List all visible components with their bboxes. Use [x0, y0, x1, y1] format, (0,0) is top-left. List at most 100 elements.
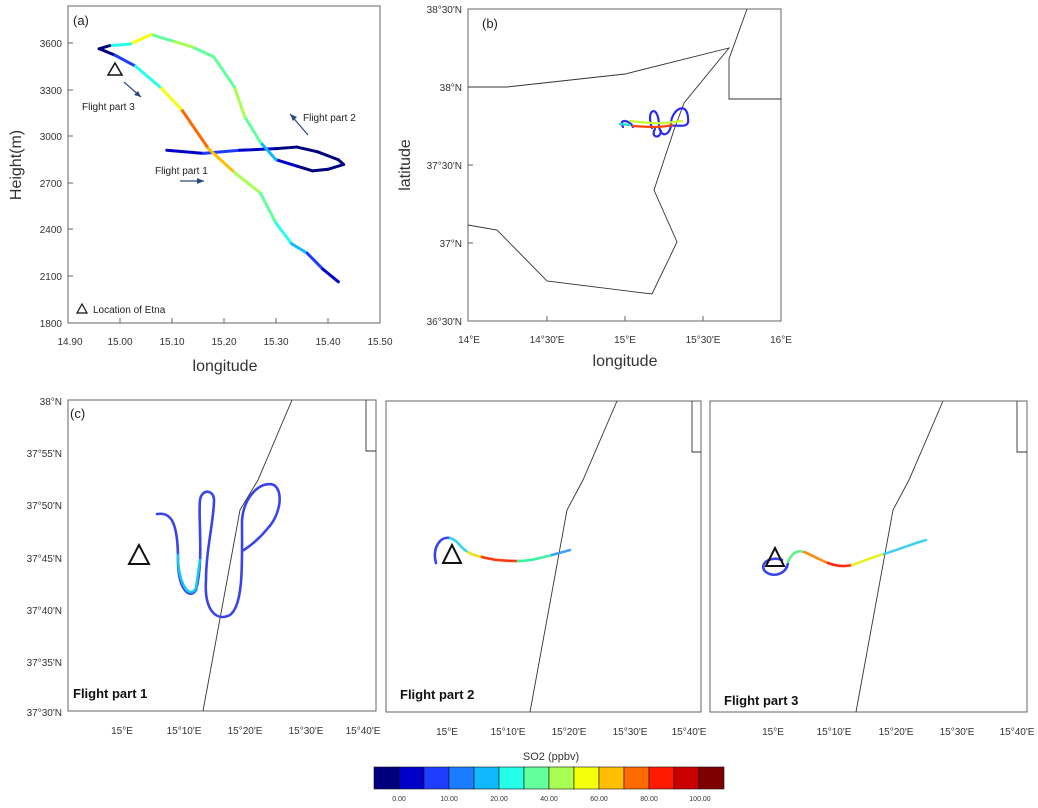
- panel-c3-title: Flight part 3: [724, 693, 798, 708]
- panel-c2-xtick-15: 15°E: [436, 727, 458, 738]
- colorbar-title: SO2 (ppbv): [523, 751, 579, 763]
- panel-a-yticks: 3600 3300 3000 2700 2400 2100 1800: [40, 39, 73, 330]
- colorbar-swatch: [473, 766, 500, 790]
- panel-a-legend-etna-label: Location of Etna: [93, 305, 166, 316]
- colorbar-swatch: [573, 766, 600, 790]
- panel-c3-track-cyan: [882, 538, 928, 556]
- panel-a-xlabel: longitude: [193, 358, 258, 375]
- panel-c-ytick-3745: 37°45'N: [27, 554, 62, 565]
- panel-b-track-part2: [631, 123, 674, 129]
- colorbar-tick-40: 40.00: [540, 796, 558, 803]
- panel-b-xtick-1530: 15°30'E: [686, 335, 721, 346]
- panel-a: (a) 3600 3300 3000 2700 2400 2100 1800 1…: [8, 5, 393, 375]
- panel-b-ytick-3830: 38°30'N: [427, 5, 462, 16]
- panel-a-track-segment: [191, 45, 216, 59]
- panel-a-arrowhead-part-1: [197, 178, 204, 184]
- panel-b-xtick-15: 15°E: [614, 335, 636, 346]
- panel-a-track-segment: [274, 145, 299, 151]
- panel-c2-coastline: [529, 400, 618, 713]
- panel-c3-coastline-east: [1016, 401, 1027, 453]
- panel-c3-xtick-15: 15°E: [762, 727, 784, 738]
- panel-b-flight-track: [618, 107, 690, 138]
- panel-a-flight-part-1-label: Flight part 1: [155, 166, 208, 177]
- panel-c-subpanel-3: Flight part 3 15°E 15°10'E 15°20'E 15°30…: [709, 400, 1035, 738]
- panel-a-track-segment: [258, 191, 278, 225]
- panel-c2-track-end: [550, 548, 572, 557]
- colorbar-swatch: [423, 766, 450, 790]
- colorbar-swatch: [373, 766, 400, 790]
- panel-c-ytick-38: 38°N: [40, 397, 62, 408]
- panel-c3-etna-triangle: [764, 545, 786, 567]
- panel-a-track-segment: [165, 148, 205, 155]
- panel-b-track-part-green: [618, 122, 632, 127]
- panel-b-xtick-14: 14°E: [458, 335, 480, 346]
- panel-c3-track-red: [826, 561, 854, 568]
- panel-a-xticks: 14.90 15.00 15.10 15.20 15.30 15.40 15.5…: [57, 318, 393, 348]
- colorbar-swatch: [698, 766, 725, 790]
- panel-a-xtick-1500: 15.00: [107, 337, 132, 348]
- panel-c1-xtick-1530: 15°30'E: [289, 726, 324, 737]
- colorbar-swatch: [448, 766, 475, 790]
- panel-b-xtick-16: 16°E: [770, 335, 792, 346]
- panel-a-xtick-1530: 15.30: [263, 337, 288, 348]
- colorbar-swatch: [673, 766, 700, 790]
- panel-a-track-segment: [201, 148, 242, 155]
- panel-a-track-segment: [238, 147, 278, 152]
- panel-c1-etna-triangle: [127, 542, 151, 565]
- panel-a-track-segment: [149, 33, 174, 43]
- colorbar-swatches: [373, 766, 725, 790]
- panel-a-xtick-1510: 15.10: [159, 337, 184, 348]
- panel-a-track-segment: [232, 170, 262, 195]
- panel-c3-xtick-1530: 15°30'E: [940, 727, 975, 738]
- panel-a-track-segment: [134, 64, 164, 90]
- panel-c2-xtick-1540: 15°40'E: [672, 727, 707, 738]
- panel-a-track-segment: [232, 85, 247, 119]
- panel-c3-xtick-1520: 15°20'E: [879, 727, 914, 738]
- panel-a-legend-triangle: [75, 302, 89, 314]
- panel-a-track-segment: [206, 147, 236, 174]
- panel-c3-xtick-1540: 15°40'E: [1000, 727, 1035, 738]
- panel-c-ytick-3750: 37°50'N: [27, 501, 62, 512]
- panel-a-xtick-1550: 15.50: [367, 337, 392, 348]
- panel-c3-frame: [709, 400, 1028, 713]
- panel-c1-coastline-east: [365, 400, 376, 452]
- panel-a-track-segment: [290, 242, 309, 255]
- panel-a-ytick-1800: 1800: [40, 319, 63, 330]
- panel-c3-track-green: [786, 550, 806, 564]
- panel-c3-track-loop: [761, 557, 790, 577]
- panel-c-subpanel-2: Flight part 2 15°E 15°10'E 15°20'E 15°30…: [385, 400, 707, 738]
- panel-a-track-segment: [258, 140, 278, 162]
- panel-b-ytick-3630: 36°30'N: [427, 317, 462, 328]
- panel-a-ytick-3300: 3300: [40, 86, 63, 97]
- panel-a-track-segment: [160, 86, 184, 113]
- colorbar-tick-20: 20.00: [490, 796, 508, 803]
- panel-c1-frame: [67, 399, 377, 712]
- colorbar-tick-100: 100.00: [689, 796, 711, 803]
- panel-b-frame: [467, 8, 782, 322]
- panel-a-xtick-1490: 14.90: [57, 337, 82, 348]
- colorbar-ticks: 0.00 10.00 20.00 40.00 60.00 80.00 100.0…: [392, 796, 711, 803]
- panel-c1-coastline: [202, 399, 293, 712]
- panel-a-track-segment: [108, 42, 132, 48]
- panel-a-arrowhead-part-3: [134, 91, 141, 97]
- panel-c-ytick-3755: 37°55'N: [27, 449, 62, 460]
- panel-c1-xtick-1540: 15°40'E: [346, 726, 381, 737]
- panel-b-track-part3: [628, 119, 684, 125]
- panel-c2-xtick-1530: 15°30'E: [613, 727, 648, 738]
- panel-a-arrowhead-part-2: [290, 114, 297, 121]
- colorbar-tick-60: 60.00: [590, 796, 608, 803]
- panel-c2-etna-triangle: [441, 542, 463, 564]
- panel-c2-coastline-east: [691, 401, 701, 453]
- panel-a-track-segment: [180, 109, 210, 151]
- colorbar-tick-80: 80.00: [640, 796, 658, 803]
- panel-a-track-segment: [113, 53, 138, 68]
- panel-c-ytick-3730: 37°30'N: [27, 708, 62, 719]
- colorbar-swatch: [648, 766, 675, 790]
- panel-a-ytick-3600: 3600: [40, 39, 63, 50]
- panel-c1-xtick-1510: 15°10'E: [167, 726, 202, 737]
- colorbar-swatch: [598, 766, 625, 790]
- colorbar-swatch: [523, 766, 550, 790]
- panel-b-coastline-east: [728, 8, 781, 100]
- panel-c2-track-red: [480, 555, 520, 563]
